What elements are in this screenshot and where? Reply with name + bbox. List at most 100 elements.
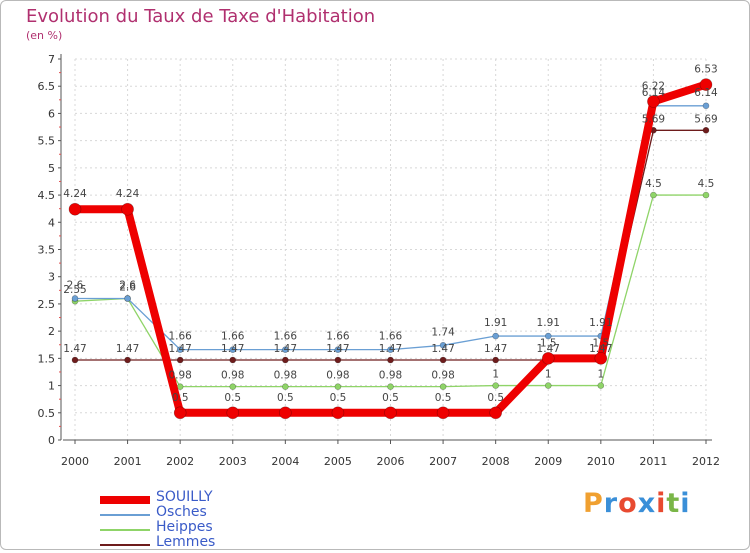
data-point-souilly (121, 202, 134, 216)
x-tick-label: 2000 (61, 455, 89, 468)
data-label-lemmes: 1.47 (431, 343, 454, 355)
legend-label-osches: Osches (156, 504, 207, 520)
axes: 0 0.5 1 1.5 2 2.5 3 3.5 4 4.5 5 5.5 6 6.5 7 2000 2001 200… (38, 53, 721, 468)
x-tick-label: 2005 (324, 455, 352, 468)
data-label-osches: 6.14 (642, 87, 666, 99)
data-label-osches: 1.91 (589, 317, 612, 329)
logo-letter: o (618, 488, 638, 519)
logo-letter: t (666, 488, 681, 519)
data-point-lemmes (439, 356, 447, 364)
data-label-heippes: 0.98 (168, 370, 191, 382)
logo-letter: r (603, 488, 619, 519)
y-tick-label: 0 (48, 434, 55, 447)
x-tick-label: 2004 (271, 455, 299, 468)
data-point-osches (439, 341, 447, 349)
y-tick-label: 4.5 (38, 189, 56, 202)
data-label-souilly: 0.5 (224, 392, 241, 404)
y-tick-label: 5 (48, 162, 55, 175)
data-label-osches: 1.66 (274, 331, 298, 343)
data-label-osches: 1.66 (168, 331, 192, 343)
data-point-lemmes (334, 356, 342, 364)
data-point-lemmes (282, 356, 289, 364)
data-point-heippes (492, 382, 499, 389)
data-point-heippes (229, 383, 237, 390)
logo-letter: P (583, 488, 604, 519)
data-point-lemmes (492, 356, 499, 364)
legend-swatch-souilly (100, 496, 150, 504)
data-label-osches: 1.91 (484, 317, 507, 329)
data-point-osches (544, 332, 552, 340)
data-label-lemmes: 1.47 (168, 343, 191, 355)
data-label-heippes: 0.98 (221, 370, 244, 382)
y-tick-label: 0.5 (38, 407, 56, 420)
x-tick-label: 2007 (429, 455, 457, 468)
data-label-heippes: 0.98 (379, 370, 402, 382)
data-label-lemmes: 1.47 (63, 343, 86, 355)
data-label-lemmes: 5.69 (694, 113, 717, 125)
data-label-osches: 1.66 (221, 331, 245, 343)
data-point-osches (282, 346, 289, 353)
data-label-lemmes: 1.47 (589, 343, 612, 355)
data-label-souilly: 0.5 (487, 392, 504, 404)
data-point-heippes (282, 383, 289, 390)
data-point-osches (229, 346, 237, 353)
y-tick-label: 3.5 (38, 244, 56, 257)
data-point-heippes (334, 383, 342, 390)
chart-title: Evolution du Taux de Taxe d'Habitation (26, 6, 376, 27)
data-point-osches (176, 346, 184, 353)
data-label-souilly: 0.5 (330, 392, 347, 404)
data-label-souilly: 0.5 (435, 392, 452, 404)
legend-swatch-osches (100, 514, 150, 516)
data-label-lemmes: 1.47 (537, 343, 560, 355)
data-point-lemmes (702, 127, 710, 134)
logo-letter: i (680, 488, 691, 519)
data-label-souilly: 4.24 (63, 188, 87, 200)
data-point-souilly (647, 95, 660, 108)
data-point-osches (387, 346, 394, 353)
data-label-osches: 1.74 (431, 326, 455, 338)
data-label-heippes: 4.5 (698, 178, 715, 190)
data-label-heippes: 2.6 (119, 281, 136, 293)
data-label-heippes: 4.5 (645, 178, 662, 190)
data-label-souilly: 0.5 (277, 392, 294, 404)
data-point-heippes (387, 383, 394, 390)
data-label-osches: 6.14 (694, 87, 718, 99)
y-tick-label: 6 (48, 107, 55, 120)
data-point-souilly (331, 406, 345, 420)
data-label-souilly: 1.5 (540, 337, 557, 349)
data-label-souilly: 4.24 (116, 188, 140, 200)
data-point-souilly (68, 202, 82, 216)
legend-label-souilly: SOUILLY (156, 489, 213, 505)
x-tick-label: 2003 (219, 455, 247, 468)
data-point-souilly (436, 406, 450, 420)
data-label-heippes: 0.98 (274, 370, 297, 382)
data-point-lemmes (176, 356, 184, 364)
data-point-souilly (541, 352, 555, 365)
data-label-lemmes: 1.47 (221, 343, 244, 355)
x-tick-label: 2002 (166, 455, 194, 468)
data-point-lemmes (229, 356, 237, 364)
y-tick-label: 6.5 (38, 80, 56, 93)
data-point-souilly (384, 406, 397, 420)
legend-swatch-lemmes (100, 544, 150, 546)
data-label-heippes: 0.98 (431, 370, 454, 382)
data-point-osches (124, 295, 131, 302)
series-line-souilly (75, 80, 708, 417)
data-point-heippes (597, 382, 605, 389)
series-lines (68, 78, 713, 420)
data-label-souilly: 6.53 (694, 64, 717, 76)
unit-label: (en %) (26, 29, 63, 42)
data-point-heippes (702, 191, 710, 199)
data-label-souilly: 1.5 (592, 337, 609, 349)
data-point-heippes (439, 383, 447, 390)
data-point-heippes (544, 382, 552, 389)
data-label-heippes: 1 (492, 369, 499, 381)
legend-swatch-heippes (100, 529, 150, 531)
y-tick-label: 2 (48, 325, 55, 338)
data-label-souilly: 0.5 (382, 392, 399, 404)
data-label-heippes: 0.98 (326, 370, 349, 382)
data-label-lemmes: 1.47 (379, 343, 402, 355)
data-point-souilly (226, 406, 240, 420)
data-point-souilly (279, 406, 292, 420)
